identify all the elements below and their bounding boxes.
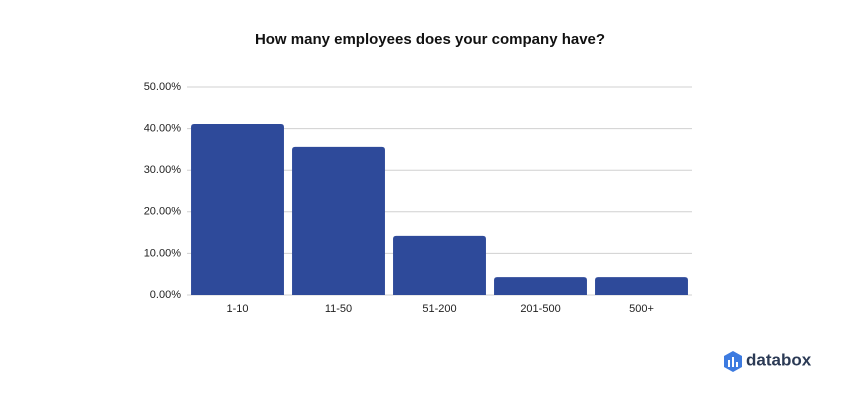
x-tick-label: 1-10 <box>226 303 248 315</box>
bar <box>494 277 587 295</box>
y-tick-label: 10.00% <box>144 247 182 259</box>
brand-name: databox <box>746 350 812 369</box>
x-tick-label: 11-50 <box>325 303 352 315</box>
x-tick-label: 51-200 <box>422 303 456 315</box>
bar <box>595 277 688 295</box>
x-tick-label: 201-500 <box>520 303 560 315</box>
y-tick-label: 30.00% <box>144 164 182 176</box>
y-tick-label: 50.00% <box>144 81 182 93</box>
y-tick-label: 20.00% <box>144 206 182 218</box>
bar <box>191 124 284 295</box>
x-tick-label: 500+ <box>629 303 654 315</box>
chart-title: How many employees does your company hav… <box>255 31 605 48</box>
bar <box>393 235 486 295</box>
brand-logo <box>724 351 742 372</box>
bar <box>292 146 385 295</box>
y-tick-label: 0.00% <box>150 289 181 301</box>
y-tick-label: 40.00% <box>144 123 182 135</box>
